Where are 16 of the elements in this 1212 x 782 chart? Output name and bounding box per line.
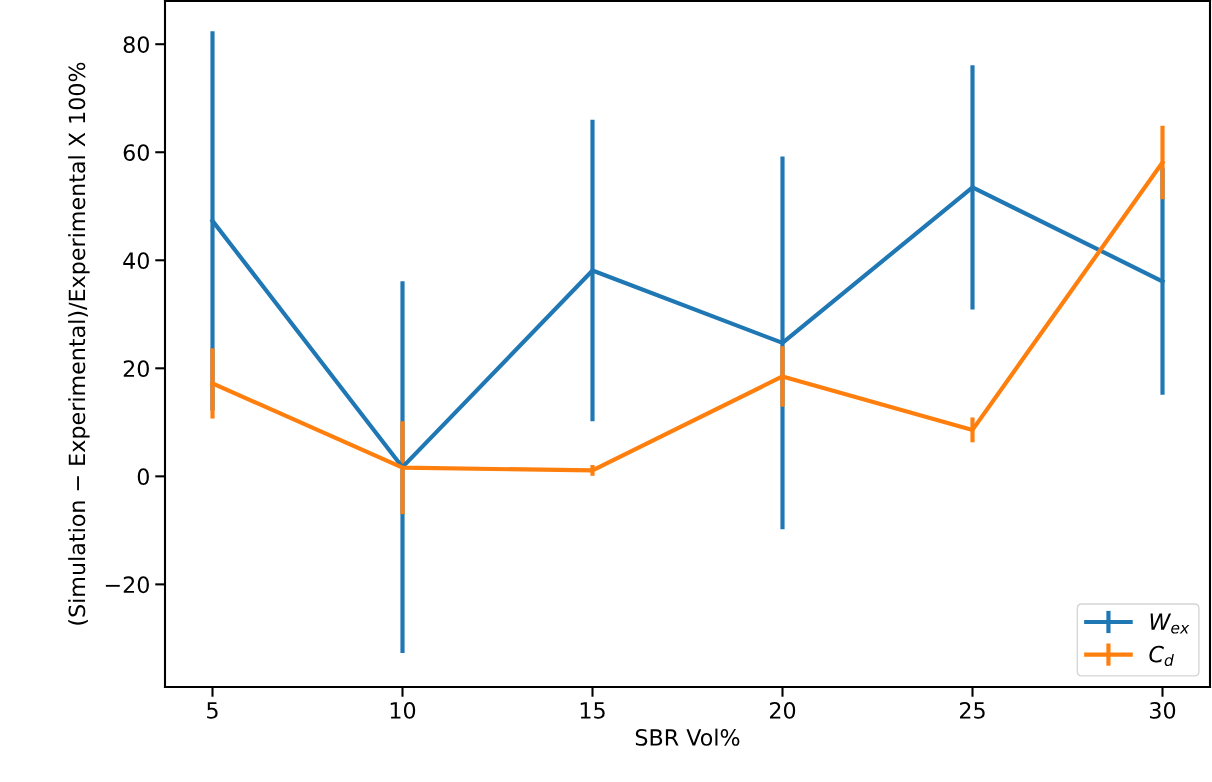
y-tick-label: 40 [123, 252, 149, 270]
y-tick-label: 80 [123, 36, 149, 53]
legend-label: C$_{d}$ [1149, 645, 1174, 667]
y-axis-title: (Simulation − Experimental)/Experimental X 100% [68, 62, 90, 625]
legend-label: W$_{ex}$ [1150, 613, 1190, 634]
x-tick-label: 15 [580, 702, 605, 719]
y-tick-label: 0 [137, 468, 149, 486]
y-tick-label: 60 [123, 144, 149, 161]
x-tick-label: 20 [769, 701, 796, 719]
y-tick-label: −20 [105, 576, 149, 594]
x-tick-label: 30 [1150, 701, 1176, 719]
x-tick-label: 5 [207, 702, 218, 719]
y-tick-label: 20 [123, 360, 149, 378]
x-axis-title: SBR Vol% [635, 728, 740, 746]
x-tick-label: 25 [959, 701, 985, 719]
x-tick-label: 10 [390, 701, 416, 719]
